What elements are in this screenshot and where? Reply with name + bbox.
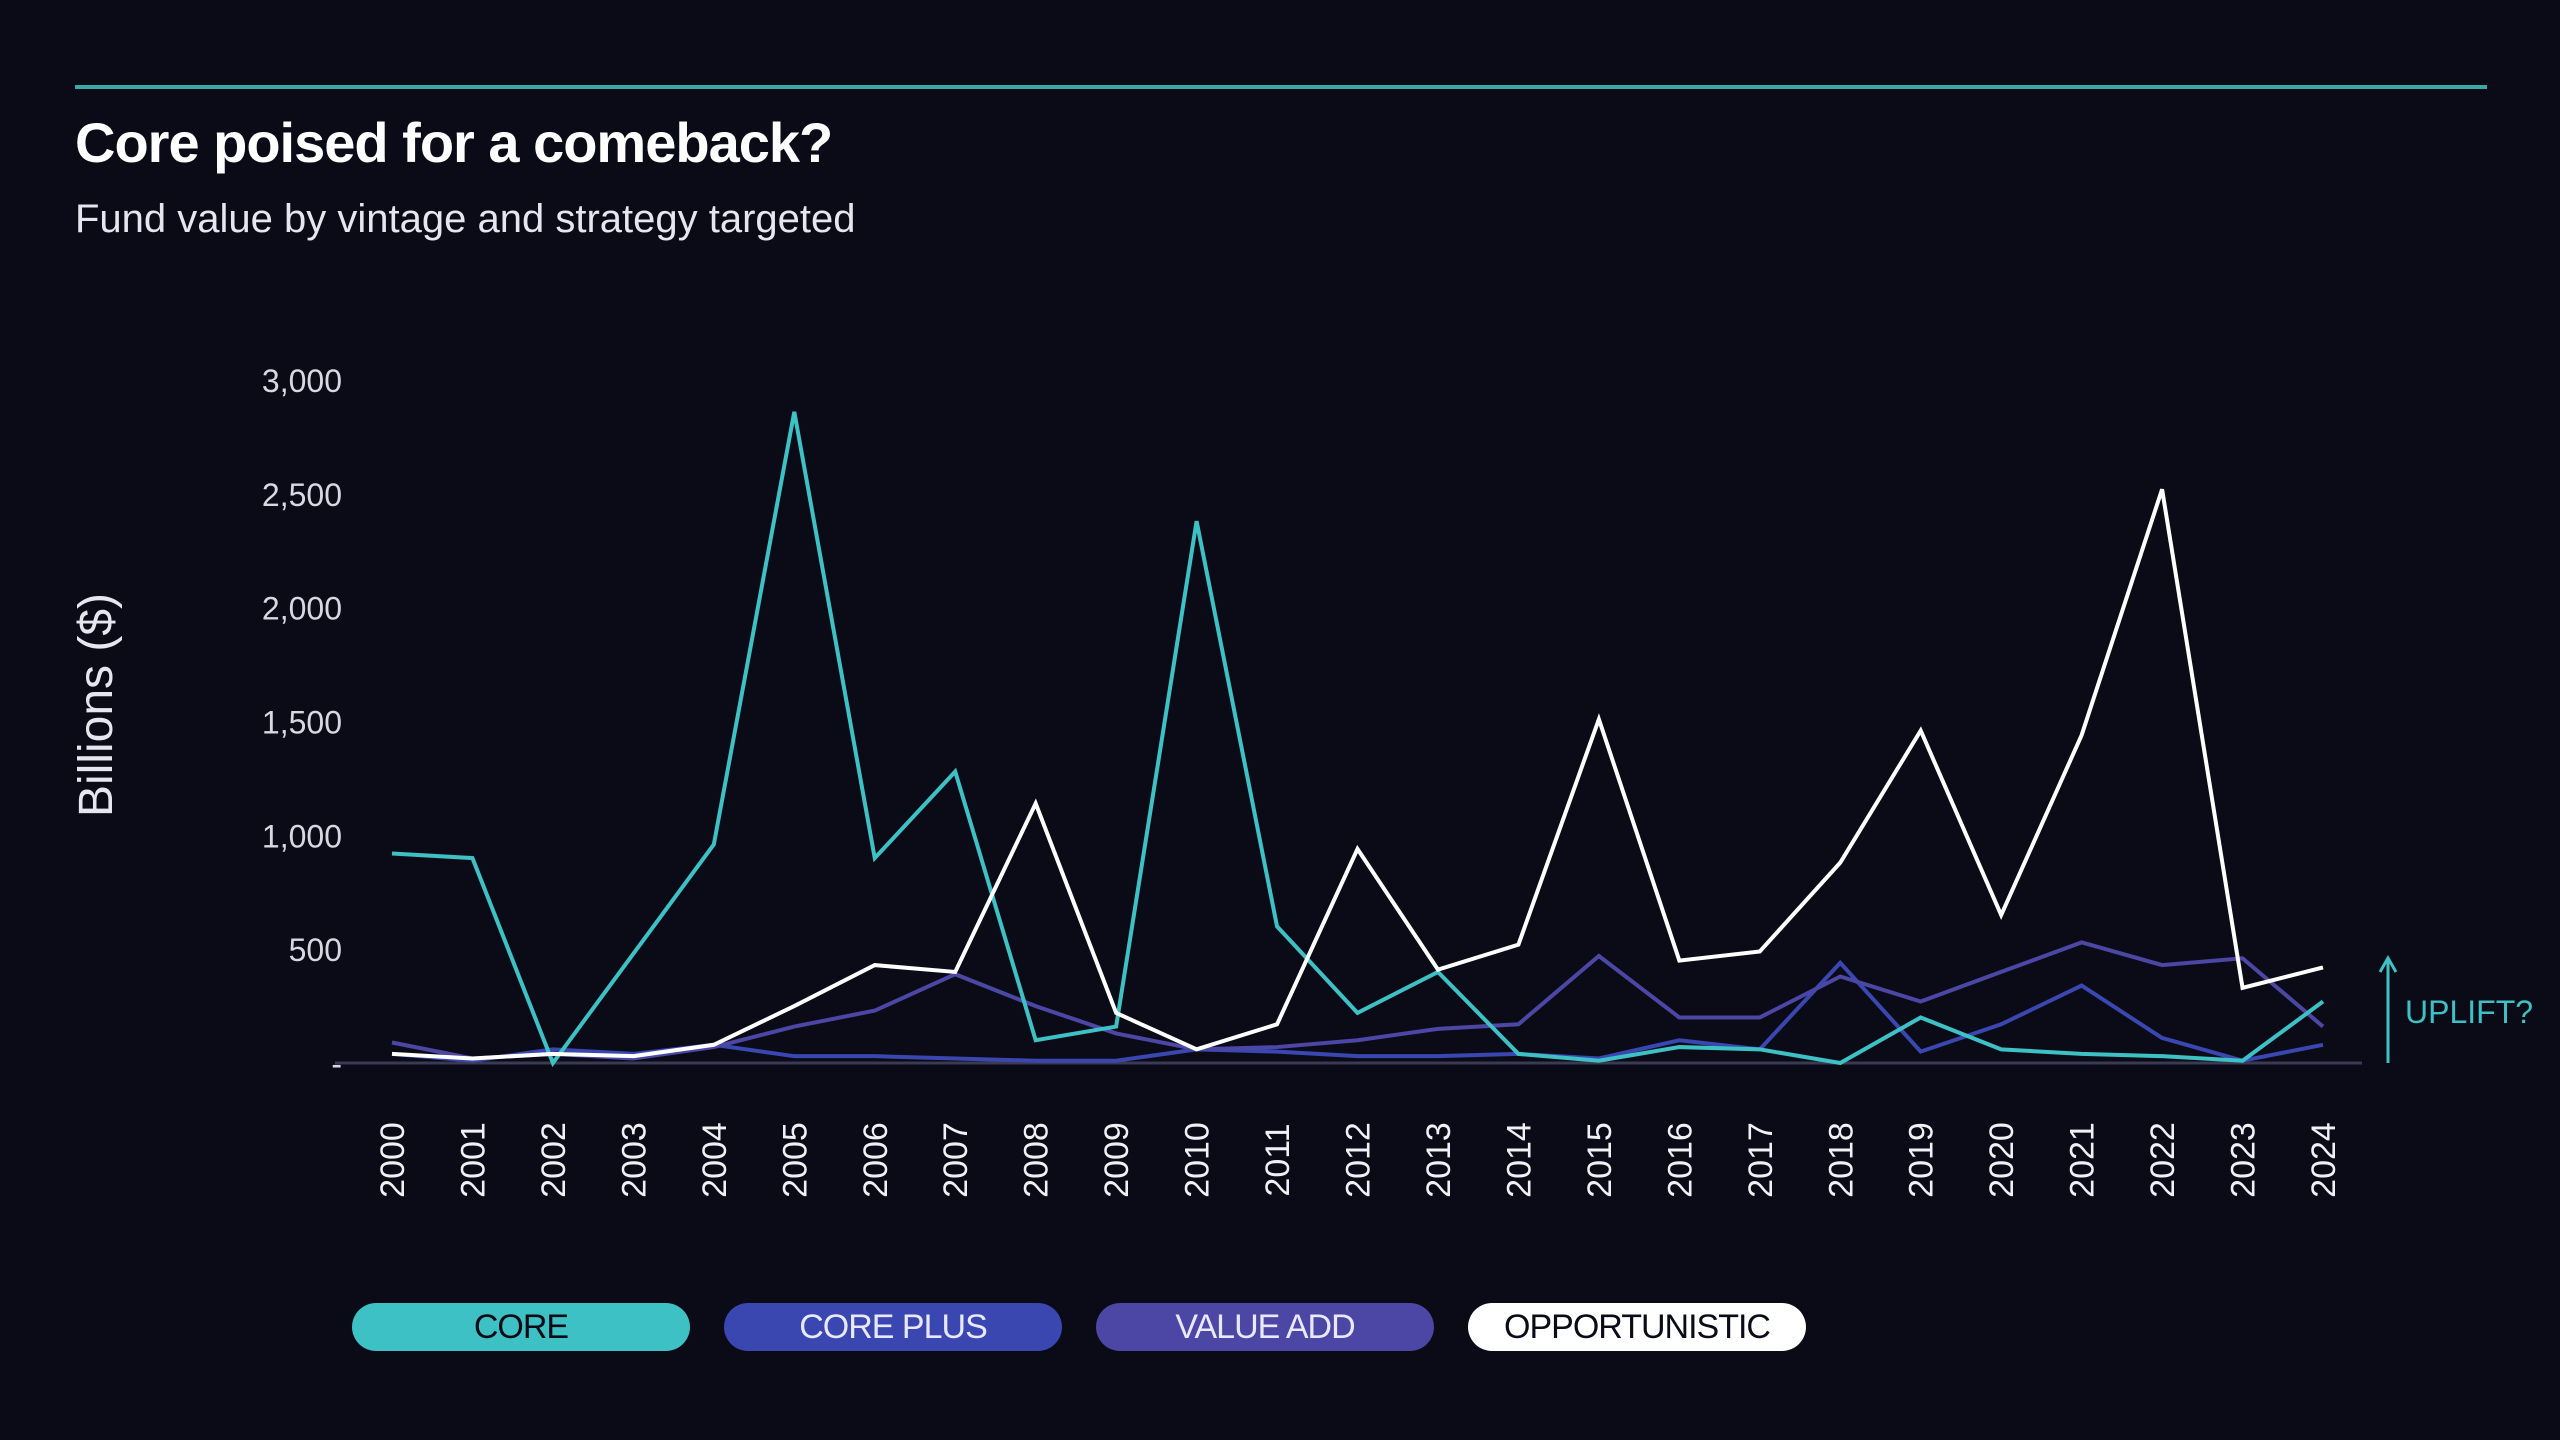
x-tick-label: 2001	[454, 1122, 492, 1198]
y-tick-label: 3,000	[262, 363, 342, 399]
uplift-annotation: UPLIFT?	[2378, 954, 2533, 1063]
y-tick-label: 1,500	[262, 705, 342, 741]
x-tick-label: 2022	[2144, 1122, 2182, 1198]
series-line-core	[391, 411, 2325, 1068]
legend-item-value-add: VALUE ADD	[1096, 1303, 1434, 1351]
y-tick-label: 500	[289, 932, 342, 968]
x-tick-label: 2018	[1822, 1122, 1860, 1198]
x-tick-label: 2009	[1098, 1122, 1136, 1198]
uplift-label: UPLIFT?	[2405, 994, 2533, 1030]
x-tick-label: 2007	[937, 1122, 975, 1198]
y-tick-label: 1,000	[262, 818, 342, 854]
x-tick-label: 2005	[776, 1122, 814, 1198]
x-tick-label: 2012	[1340, 1122, 1378, 1198]
x-tick-label: 2023	[2225, 1122, 2263, 1198]
y-tick-label: 2,000	[262, 591, 342, 627]
legend-item-core: CORE	[352, 1303, 690, 1351]
x-tick-label: 2020	[1983, 1122, 2021, 1198]
top-rule	[75, 85, 2487, 89]
x-tick-label: 2003	[615, 1122, 653, 1198]
x-tick-label: 2011	[1259, 1123, 1297, 1196]
legend: CORE CORE PLUS VALUE ADD OPPORTUNISTIC	[352, 1303, 1806, 1351]
chart-title: Core poised for a comeback?	[75, 111, 833, 174]
x-tick-label: 2004	[696, 1122, 734, 1198]
x-tick-label: 2013	[1420, 1122, 1458, 1198]
x-tick-label: 2002	[535, 1122, 573, 1198]
series-line-opportunistic	[391, 488, 2324, 1061]
x-tick-label: 2017	[1742, 1122, 1780, 1198]
y-axis-label: Billions ($)	[70, 593, 123, 817]
x-tick-label: 2024	[2305, 1122, 2343, 1198]
x-tick-label: 2014	[1500, 1122, 1538, 1198]
series-line-value-add	[391, 940, 2325, 1061]
x-tick-label: 2021	[2064, 1122, 2102, 1198]
arrow-head	[2378, 954, 2398, 973]
legend-item-core-plus: CORE PLUS	[724, 1303, 1062, 1351]
y-tick-label: 2,500	[262, 477, 342, 513]
x-tick-label: 2006	[857, 1122, 895, 1198]
legend-item-opportunistic: OPPORTUNISTIC	[1468, 1303, 1806, 1351]
x-tick-label: 2015	[1581, 1122, 1619, 1198]
x-tick-label: 2010	[1179, 1122, 1217, 1198]
chart-subtitle: Fund value by vintage and strategy targe…	[75, 197, 856, 241]
x-tick-label: 2016	[1661, 1122, 1699, 1198]
x-tick-label: 2019	[1903, 1122, 1941, 1198]
x-tick-label: 2000	[374, 1122, 412, 1198]
x-tick-label: 2008	[1018, 1122, 1056, 1198]
